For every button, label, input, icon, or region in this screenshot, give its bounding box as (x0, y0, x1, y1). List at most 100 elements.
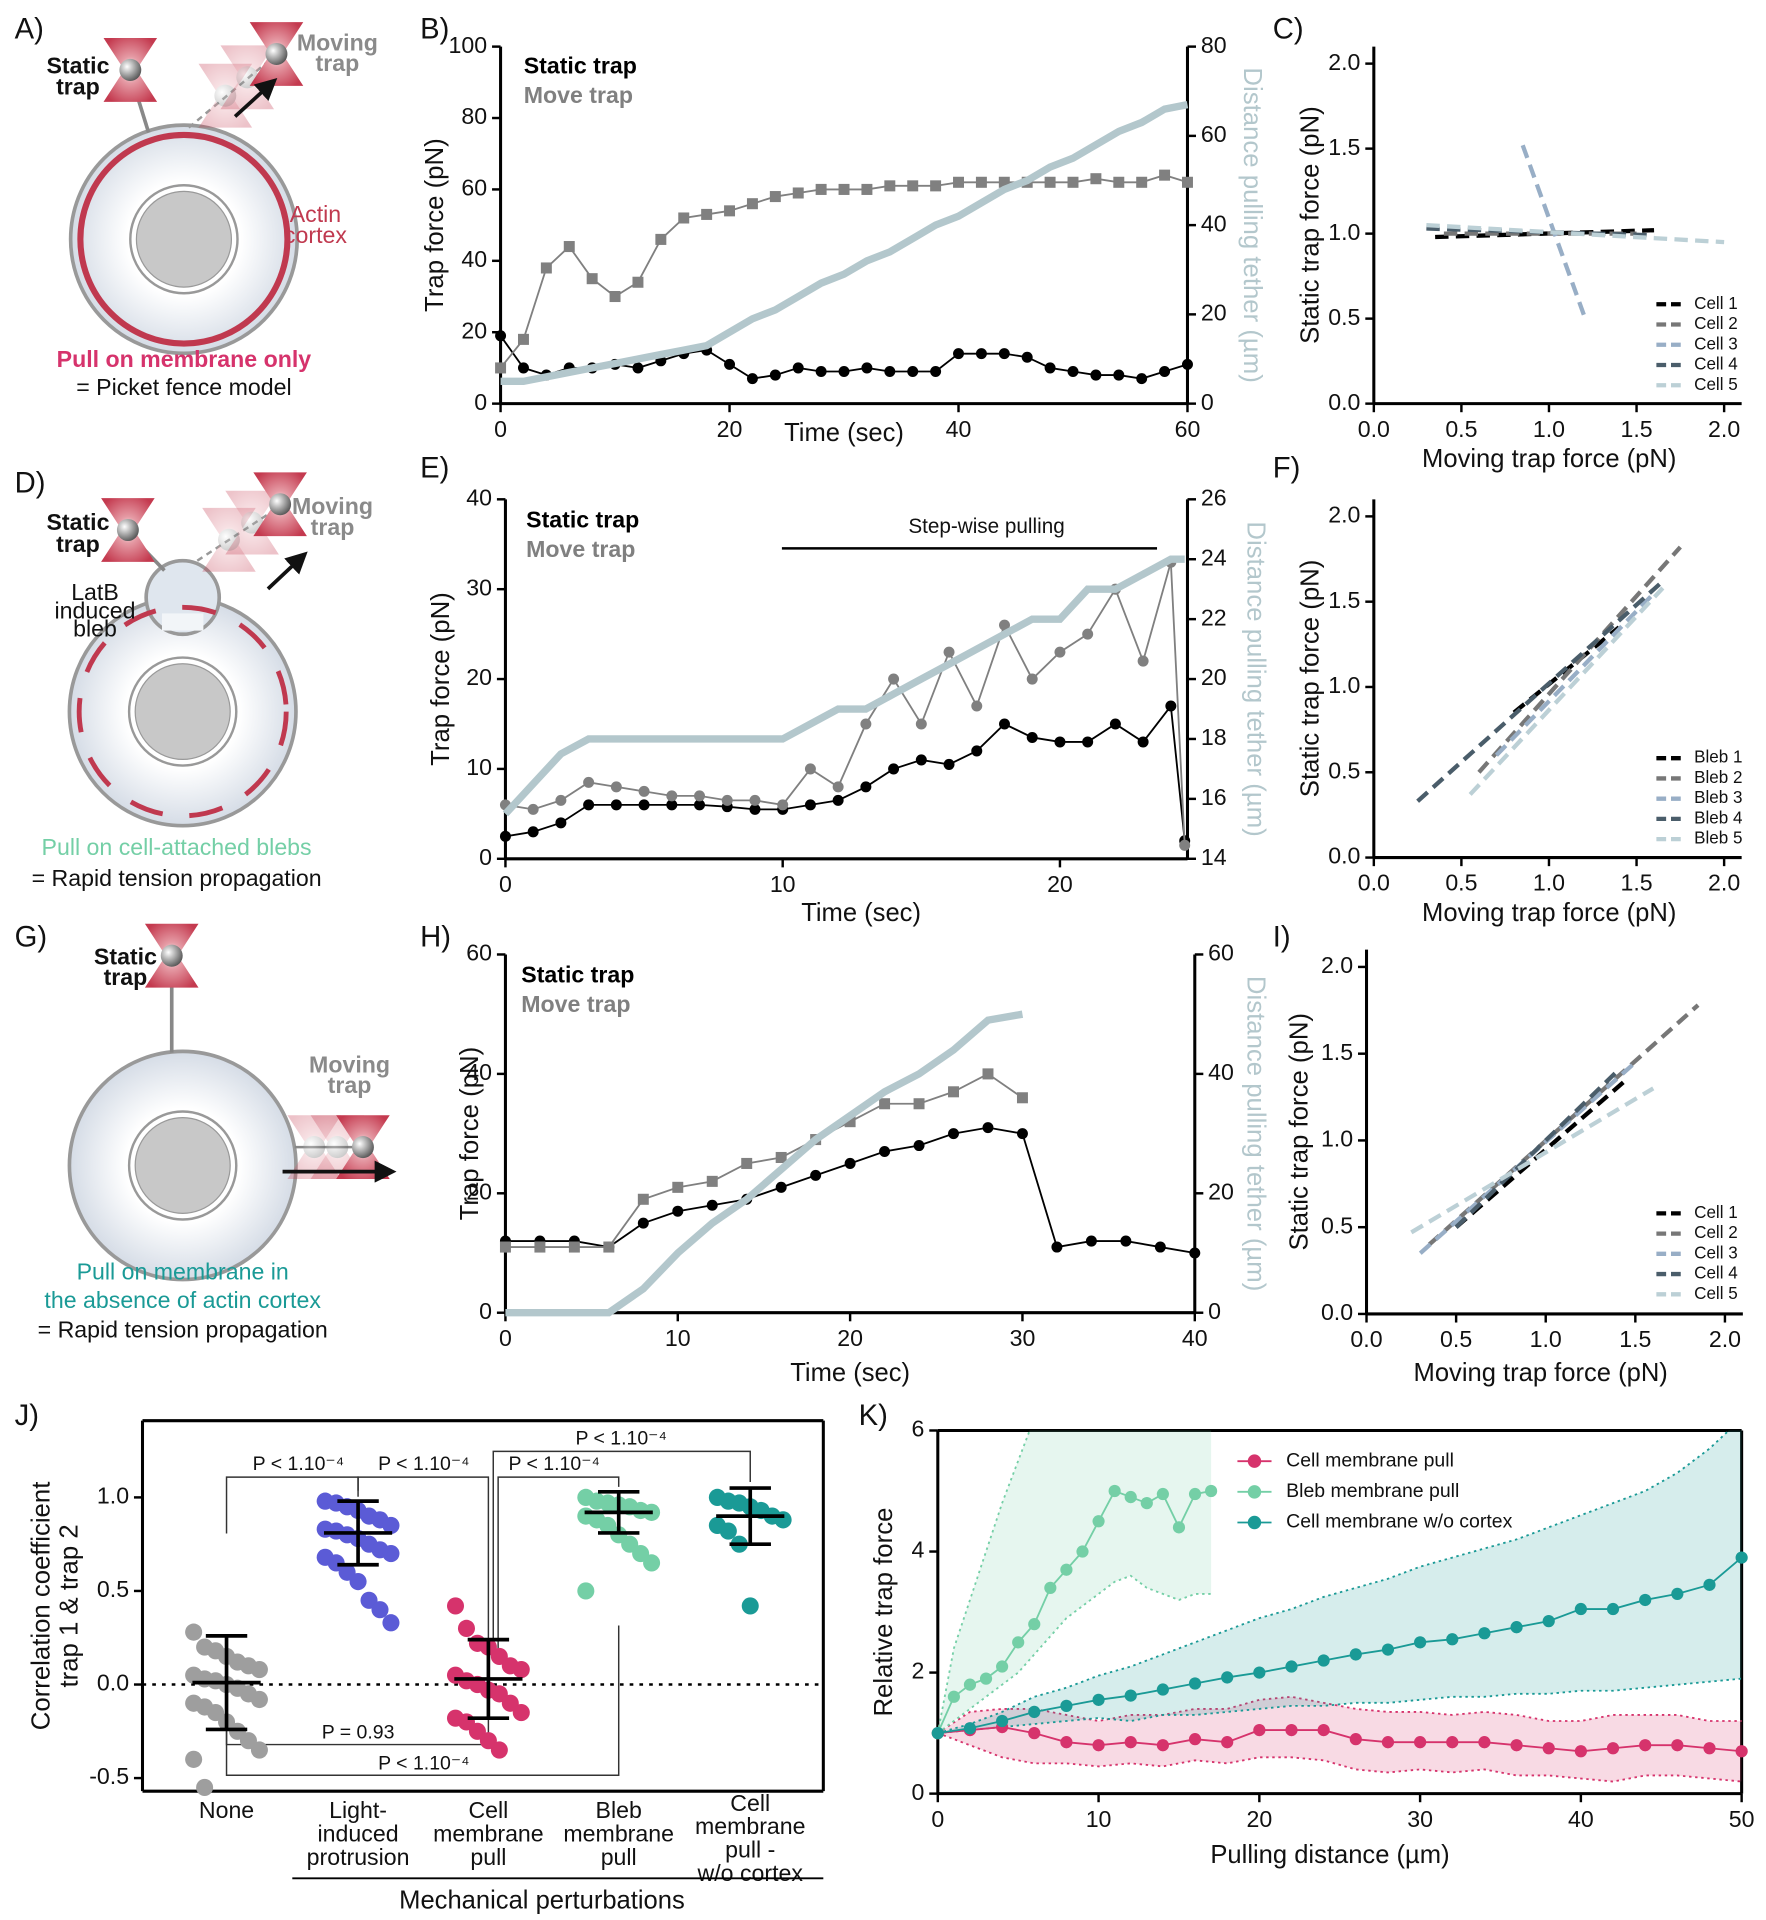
marker (1606, 1602, 1620, 1616)
marker (1253, 1723, 1266, 1737)
marker (861, 362, 873, 374)
legend-label: Bleb 2 (1694, 768, 1742, 787)
marker (1090, 369, 1102, 381)
point (250, 1741, 268, 1759)
point (643, 1554, 661, 1572)
series-line (500, 101, 1189, 385)
marker (1012, 1636, 1025, 1649)
y-tick-label: 0.0 (1321, 1299, 1353, 1325)
x-tick-label: protrusion (307, 1844, 410, 1870)
comparison-label: P < 1.10⁻⁴ (508, 1453, 599, 1475)
point (741, 1597, 759, 1615)
band (937, 1430, 1742, 1734)
marker (1205, 1484, 1218, 1498)
marker (915, 754, 927, 766)
marker (517, 333, 529, 345)
legend-label: Cell 5 (1694, 375, 1738, 394)
marker (678, 212, 690, 224)
marker (701, 208, 713, 220)
y-tick-label: 1.0 (1321, 1126, 1353, 1152)
point (446, 1597, 465, 1615)
marker (724, 358, 736, 370)
marker (775, 1181, 787, 1193)
marker (1446, 1633, 1459, 1646)
marker (963, 1678, 977, 1691)
marker (815, 365, 827, 378)
x-tick-label: 20 (837, 1325, 863, 1351)
marker (1182, 176, 1193, 188)
legend-label: Cell 4 (1694, 354, 1738, 373)
marker (1067, 365, 1079, 378)
x-axis-label: Time (sec) (784, 419, 904, 447)
x-tick-label: 0.0 (1350, 1326, 1382, 1352)
series-line (505, 561, 1186, 846)
plot (931, 1430, 1748, 1783)
marker (996, 1714, 1009, 1728)
marker (913, 1098, 925, 1110)
marker (884, 180, 896, 192)
error-bar (205, 1634, 248, 1732)
marker (982, 1068, 994, 1080)
marker (1349, 1648, 1362, 1661)
marker (953, 348, 964, 360)
marker (1414, 1636, 1427, 1649)
series-line (1418, 1060, 1637, 1255)
marker (637, 1217, 649, 1229)
y2-tick-label: 16 (1201, 784, 1227, 810)
y-tick-label: 40 (466, 1059, 492, 1085)
legend-marker (1247, 1485, 1262, 1499)
label: cortex (284, 222, 347, 248)
marker (975, 348, 987, 360)
y-tick-label: 6 (912, 1416, 925, 1442)
x-tick-label: Cell (468, 1797, 508, 1823)
x-axis-label: Time (sec) (801, 899, 921, 927)
comparison-label: P < 1.10⁻⁴ (378, 1752, 469, 1774)
marker (1021, 351, 1033, 363)
marker (1478, 1627, 1491, 1640)
diagram-d: D) Static trap Moving trap LatB induced … (15, 466, 373, 891)
marker (637, 1193, 649, 1205)
marker (1092, 1693, 1105, 1706)
legend-label: Cell 1 (1694, 1203, 1738, 1222)
error-bar (467, 1637, 510, 1721)
x-tick-label: 10 (1086, 1806, 1112, 1832)
marker (1124, 1689, 1137, 1702)
x-axis-label: Moving trap force (pN) (1414, 1359, 1668, 1387)
y-tick-label: 0.5 (1328, 304, 1360, 330)
x-tick-label: 0.5 (1445, 416, 1477, 442)
marker (832, 781, 844, 793)
marker (499, 830, 511, 842)
y-tick-label: 4 (912, 1537, 925, 1563)
label: Actin (290, 201, 341, 227)
marker (915, 718, 927, 730)
bracket (357, 1476, 490, 1651)
marker (930, 180, 942, 192)
y-tick-label: 2.0 (1328, 501, 1360, 527)
x-tick-label: 40 (1568, 1806, 1594, 1832)
marker (1671, 1739, 1684, 1752)
marker (1044, 362, 1056, 374)
marker (1028, 1618, 1041, 1631)
marker (1044, 176, 1056, 188)
x-tick-label: membrane (695, 1813, 806, 1839)
marker (1159, 169, 1171, 181)
marker (603, 1241, 615, 1253)
legend-label: Move trap (521, 991, 630, 1017)
marker (1109, 718, 1121, 730)
label: = Picket fence model (76, 374, 291, 400)
band-edge (936, 1430, 1031, 1734)
marker (1188, 1733, 1202, 1746)
marker (1113, 176, 1125, 188)
marker (1221, 1671, 1234, 1684)
marker (1124, 1490, 1137, 1504)
y2-axis-label: Distance pulling tether (µm) (1242, 521, 1270, 836)
label: bleb (73, 616, 117, 642)
y-axis-label: Static trap force (pN) (1297, 560, 1325, 798)
y-tick-label: 0 (479, 1298, 492, 1324)
marker (746, 373, 758, 385)
marker (777, 799, 789, 811)
marker (943, 646, 955, 658)
marker (706, 1175, 718, 1187)
x-tick-label: None (199, 1797, 254, 1823)
legend-label: Cell membrane pull (1286, 1449, 1454, 1471)
